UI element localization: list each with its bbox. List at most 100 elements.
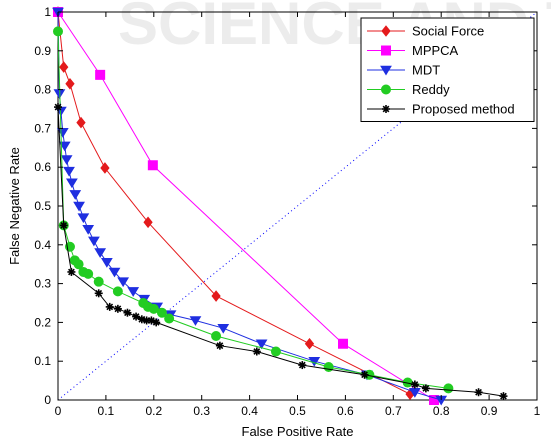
- y-tick-label: 0.4: [34, 238, 51, 252]
- data-point-mdt: [58, 141, 71, 152]
- data-point-social-force: [211, 290, 221, 302]
- series-line-social-force: [57, 11, 411, 395]
- x-tick-label: 0.8: [433, 404, 450, 418]
- legend-marker-mppca: [381, 45, 391, 56]
- data-point-reddy: [93, 276, 104, 287]
- y-tick-label: 0.7: [34, 121, 51, 135]
- x-tick-label: 0.6: [337, 404, 354, 418]
- data-point-reddy: [148, 303, 159, 314]
- data-point-proposed-method: [59, 221, 68, 230]
- data-point-mdt: [82, 225, 95, 235]
- data-point-mdt: [408, 387, 421, 398]
- data-point-reddy: [83, 268, 94, 279]
- data-point-mdt: [117, 277, 130, 288]
- data-point-reddy: [211, 330, 222, 341]
- y-axis-label: False Negative Rate: [7, 147, 22, 265]
- data-point-mdt: [108, 267, 121, 278]
- data-point-mppca: [147, 160, 158, 171]
- series-social-force: [53, 6, 415, 400]
- data-point-proposed-method: [67, 267, 76, 276]
- legend-marker-mdt: [380, 65, 392, 76]
- data-point-proposed-method: [360, 370, 369, 379]
- data-point-mdt: [69, 190, 82, 200]
- data-point-proposed-method: [123, 308, 132, 317]
- y-tick-label: 0.2: [34, 315, 51, 329]
- data-point-social-force: [304, 337, 315, 350]
- data-point-reddy: [73, 259, 84, 270]
- y-tick-label: 0.6: [34, 160, 51, 174]
- data-point-mdt: [189, 316, 202, 326]
- data-point-mppca: [338, 338, 349, 349]
- data-point-proposed-method: [215, 341, 224, 350]
- legend-marker-reddy: [381, 84, 391, 95]
- legend-marker-proposed-method: [382, 105, 390, 113]
- data-point-proposed-method: [252, 347, 261, 356]
- data-point-social-force: [100, 162, 110, 174]
- data-point-mdt: [255, 339, 268, 350]
- data-point-proposed-method: [152, 318, 161, 327]
- data-point-proposed-method: [421, 384, 430, 393]
- series-proposed-method: [54, 103, 508, 401]
- reference-line: [57, 11, 538, 401]
- x-tick-label: 1: [534, 404, 541, 418]
- x-tick-label: 0.5: [289, 404, 306, 418]
- x-tick-label: 0.7: [385, 404, 402, 418]
- data-point-proposed-method: [94, 289, 103, 298]
- data-point-mdt: [63, 166, 75, 177]
- x-tick-label: 0.3: [193, 404, 210, 418]
- x-tick-label: 0.1: [98, 404, 115, 418]
- x-tick-label: 0.4: [241, 404, 258, 418]
- data-point-reddy: [53, 26, 63, 37]
- diagonal-dotted-line: [57, 11, 538, 401]
- data-point-proposed-method: [474, 388, 483, 397]
- data-point-proposed-method: [105, 302, 114, 311]
- data-point-reddy: [156, 307, 167, 318]
- x-tick-label: 0.2: [145, 404, 162, 418]
- data-point-proposed-method: [132, 312, 141, 321]
- data-point-social-force: [143, 216, 153, 229]
- y-tick-label: 0.1: [34, 354, 51, 368]
- series-mdt: [52, 7, 448, 406]
- data-point-mdt: [60, 155, 73, 165]
- legend-label-social-force: Social Force: [412, 24, 484, 39]
- data-point-reddy: [443, 383, 454, 394]
- y-tick-label: 0.8: [34, 83, 51, 97]
- series-line-mdt: [57, 11, 442, 401]
- data-point-reddy: [112, 286, 123, 297]
- data-point-reddy: [164, 313, 175, 324]
- data-point-proposed-method: [410, 380, 419, 389]
- data-point-mdt: [88, 236, 100, 247]
- data-point-mdt: [66, 178, 78, 189]
- data-point-social-force: [59, 61, 69, 73]
- data-point-mdt: [127, 287, 140, 297]
- y-tick-label: 0: [44, 393, 51, 407]
- x-tick-label: 0.9: [481, 404, 498, 418]
- legend-label-mppca: MPPCA: [412, 43, 459, 58]
- legend: Social Force MPPCA MDT Reddy Proposed method: [360, 17, 535, 122]
- y-tick-label: 0.9: [34, 44, 51, 58]
- data-point-mdt: [73, 201, 85, 212]
- tick-labels: 0 0.1 0.2 0.3 0.4 0.5 0.6 0.7 0.8 0.9 1 0 0.1 0.2 0.3 0…: [34, 5, 540, 418]
- data-point-social-force: [65, 77, 75, 90]
- data-point-proposed-method: [113, 304, 122, 313]
- y-tick-label: 1: [44, 5, 51, 19]
- y-tick-label: 0.3: [34, 277, 51, 291]
- data-point-proposed-method: [499, 392, 508, 401]
- data-point-mdt: [100, 258, 113, 268]
- data-point-mdt: [77, 213, 90, 224]
- data-point-mdt: [217, 323, 230, 334]
- y-tick-label: 0.5: [34, 199, 51, 213]
- data-point-social-force: [76, 116, 86, 129]
- legend-label-mdt: MDT: [412, 63, 440, 78]
- legend-label-reddy: Reddy: [412, 82, 450, 97]
- data-point-mppca: [95, 69, 106, 80]
- x-tick-label: 0: [55, 404, 62, 418]
- series-layer: [52, 6, 508, 406]
- data-point-proposed-method: [54, 103, 62, 112]
- legend-label-proposed-method: Proposed method: [412, 102, 515, 117]
- data-point-reddy: [270, 346, 281, 357]
- data-point-mdt: [94, 248, 107, 259]
- x-axis-label: False Positive Rate: [242, 424, 354, 439]
- data-point-proposed-method: [298, 361, 307, 370]
